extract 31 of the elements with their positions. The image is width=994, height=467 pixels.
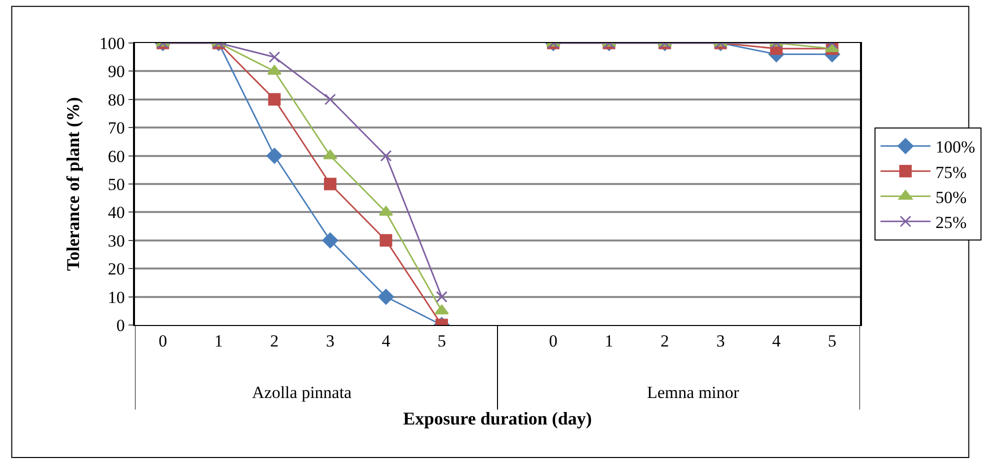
y-tick-label: 90 xyxy=(108,62,125,82)
x-tick-label: 0 xyxy=(158,331,168,350)
legend-label: 50% xyxy=(936,188,967,207)
x-tick-label: 0 xyxy=(549,331,558,350)
x-tick-label: 4 xyxy=(772,331,782,350)
legend-label: 100% xyxy=(936,138,976,157)
y-tick-label: 40 xyxy=(108,203,125,222)
y-tick-label: 80 xyxy=(108,90,125,110)
x-axis-title: Exposure duration (day) xyxy=(403,408,592,428)
y-tick-label: 60 xyxy=(108,146,125,166)
y-tick-label: 100 xyxy=(99,34,125,53)
x-tick-label: 5 xyxy=(437,331,446,350)
y-axis-title: Tolerance of plant (%) xyxy=(63,97,84,271)
text: Lemna minor xyxy=(647,383,740,402)
y-tick-label: 10 xyxy=(108,288,125,307)
y-tick-label: 0 xyxy=(116,316,125,335)
x-tick-label: 2 xyxy=(270,331,279,350)
legend-label: 75% xyxy=(936,162,967,182)
x-tick-label: 3 xyxy=(326,331,334,350)
x-tick-label: 1 xyxy=(214,331,223,350)
y-tick-label: 20 xyxy=(108,260,125,279)
legend-label: 25% xyxy=(936,212,967,232)
x-tick-label: 4 xyxy=(382,331,391,350)
x-tick-label: 2 xyxy=(660,331,670,350)
x-tick-label: 3 xyxy=(716,331,725,350)
y-tick-label: 70 xyxy=(108,118,125,138)
x-tick-label: 5 xyxy=(828,331,836,350)
y-tick-label: 50 xyxy=(108,174,125,194)
y-tick-label: 30 xyxy=(108,231,125,250)
text: Azolla pinnata xyxy=(252,383,352,402)
x-tick-label: 1 xyxy=(604,331,614,350)
